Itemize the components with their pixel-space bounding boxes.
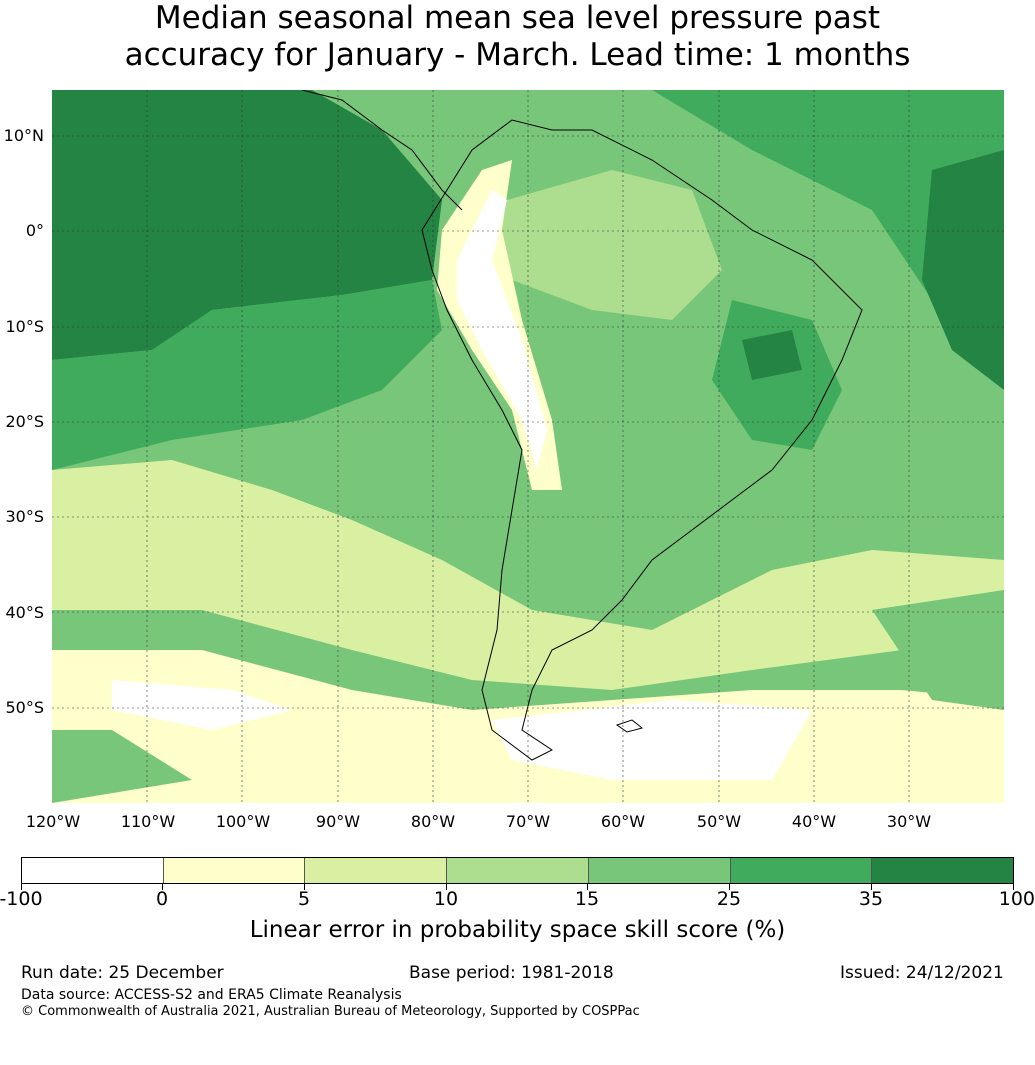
region-mid-pacific (52, 280, 442, 470)
lat-label-30s: 30°S (5, 507, 44, 526)
colorbar-tick-label: 10 (433, 888, 459, 910)
colorbar-title: Linear error in probability space skill … (249, 917, 786, 943)
base-period: Base period: 1981-2018 (409, 963, 614, 983)
colorbar-segment (447, 858, 589, 883)
falkland-islands (615, 719, 644, 733)
colorbar-tick-label: 100 (998, 888, 1035, 910)
region-andes-white (457, 190, 547, 470)
lon-label-50w: 50°W (696, 812, 742, 831)
colorbar-tick-label: 15 (574, 888, 600, 910)
region-dark-pacific (52, 90, 442, 360)
colorbar-segment (305, 858, 448, 883)
lon-label-80w: 80°W (410, 812, 456, 831)
coastline-south-america (421, 119, 863, 761)
colorbar-tick-label: -100 (0, 888, 43, 910)
lon-label-30w: 30°W (886, 812, 932, 831)
graticule (52, 90, 1004, 803)
skill-score-map (52, 90, 1004, 803)
colorbar-segment (22, 858, 164, 883)
coastline-central-america (301, 90, 463, 211)
lon-label-100w: 100°W (215, 812, 271, 831)
region-amazon (472, 170, 722, 320)
colorbar-tick-label: 0 (155, 888, 169, 910)
colorbar-ticks (21, 884, 1014, 890)
region-ne-atlantic (652, 90, 1004, 320)
colorbar-tick-label: 25 (716, 888, 742, 910)
colorbar-segment (730, 858, 873, 883)
copyright: © Commonwealth of Australia 2021, Austra… (21, 1004, 640, 1019)
colorbar-segment (163, 858, 306, 883)
lon-label-70w: 70°W (505, 812, 551, 831)
lat-label-50s: 50°S (5, 698, 44, 717)
region-white-patch-2 (492, 700, 812, 780)
region-brazil-dark (742, 330, 802, 380)
title-line-1: Median seasonal mean sea level pressure … (154, 0, 881, 36)
lon-label-110w: 110°W (120, 812, 176, 831)
lon-label-60w: 60°W (600, 812, 646, 831)
lat-label-20s: 20°S (5, 412, 44, 431)
lat-label-40s: 40°S (5, 603, 44, 622)
colorbar-tick-label: 35 (858, 888, 884, 910)
region-sw-green (52, 730, 192, 803)
region-white-patch-1 (112, 680, 292, 730)
lon-label-90w: 90°W (315, 812, 361, 831)
lon-label-40w: 40°W (791, 812, 837, 831)
chart-title: Median seasonal mean sea level pressure … (0, 0, 1035, 74)
colorbar (21, 857, 1014, 884)
colorbar-segment (872, 858, 1014, 883)
issued-date: Issued: 24/12/2021 (840, 963, 1004, 983)
data-source: Data source: ACCESS-S2 and ERA5 Climate … (21, 987, 402, 1003)
region-se-green (872, 590, 1004, 710)
colorbar-tick-label: 5 (297, 888, 311, 910)
title-line-2: accuracy for January - March. Lead time:… (124, 37, 911, 73)
lon-label-120w: 120°W (25, 812, 81, 831)
region-ne-atlantic-dark (922, 150, 1004, 390)
lat-label-10n: 10°N (3, 126, 44, 145)
lat-label-0: 0° (25, 221, 44, 240)
lat-label-10s: 10°S (5, 317, 44, 336)
run-date: Run date: 25 December (21, 963, 224, 983)
region-south-band (52, 460, 1004, 690)
colorbar-segment (588, 858, 731, 883)
